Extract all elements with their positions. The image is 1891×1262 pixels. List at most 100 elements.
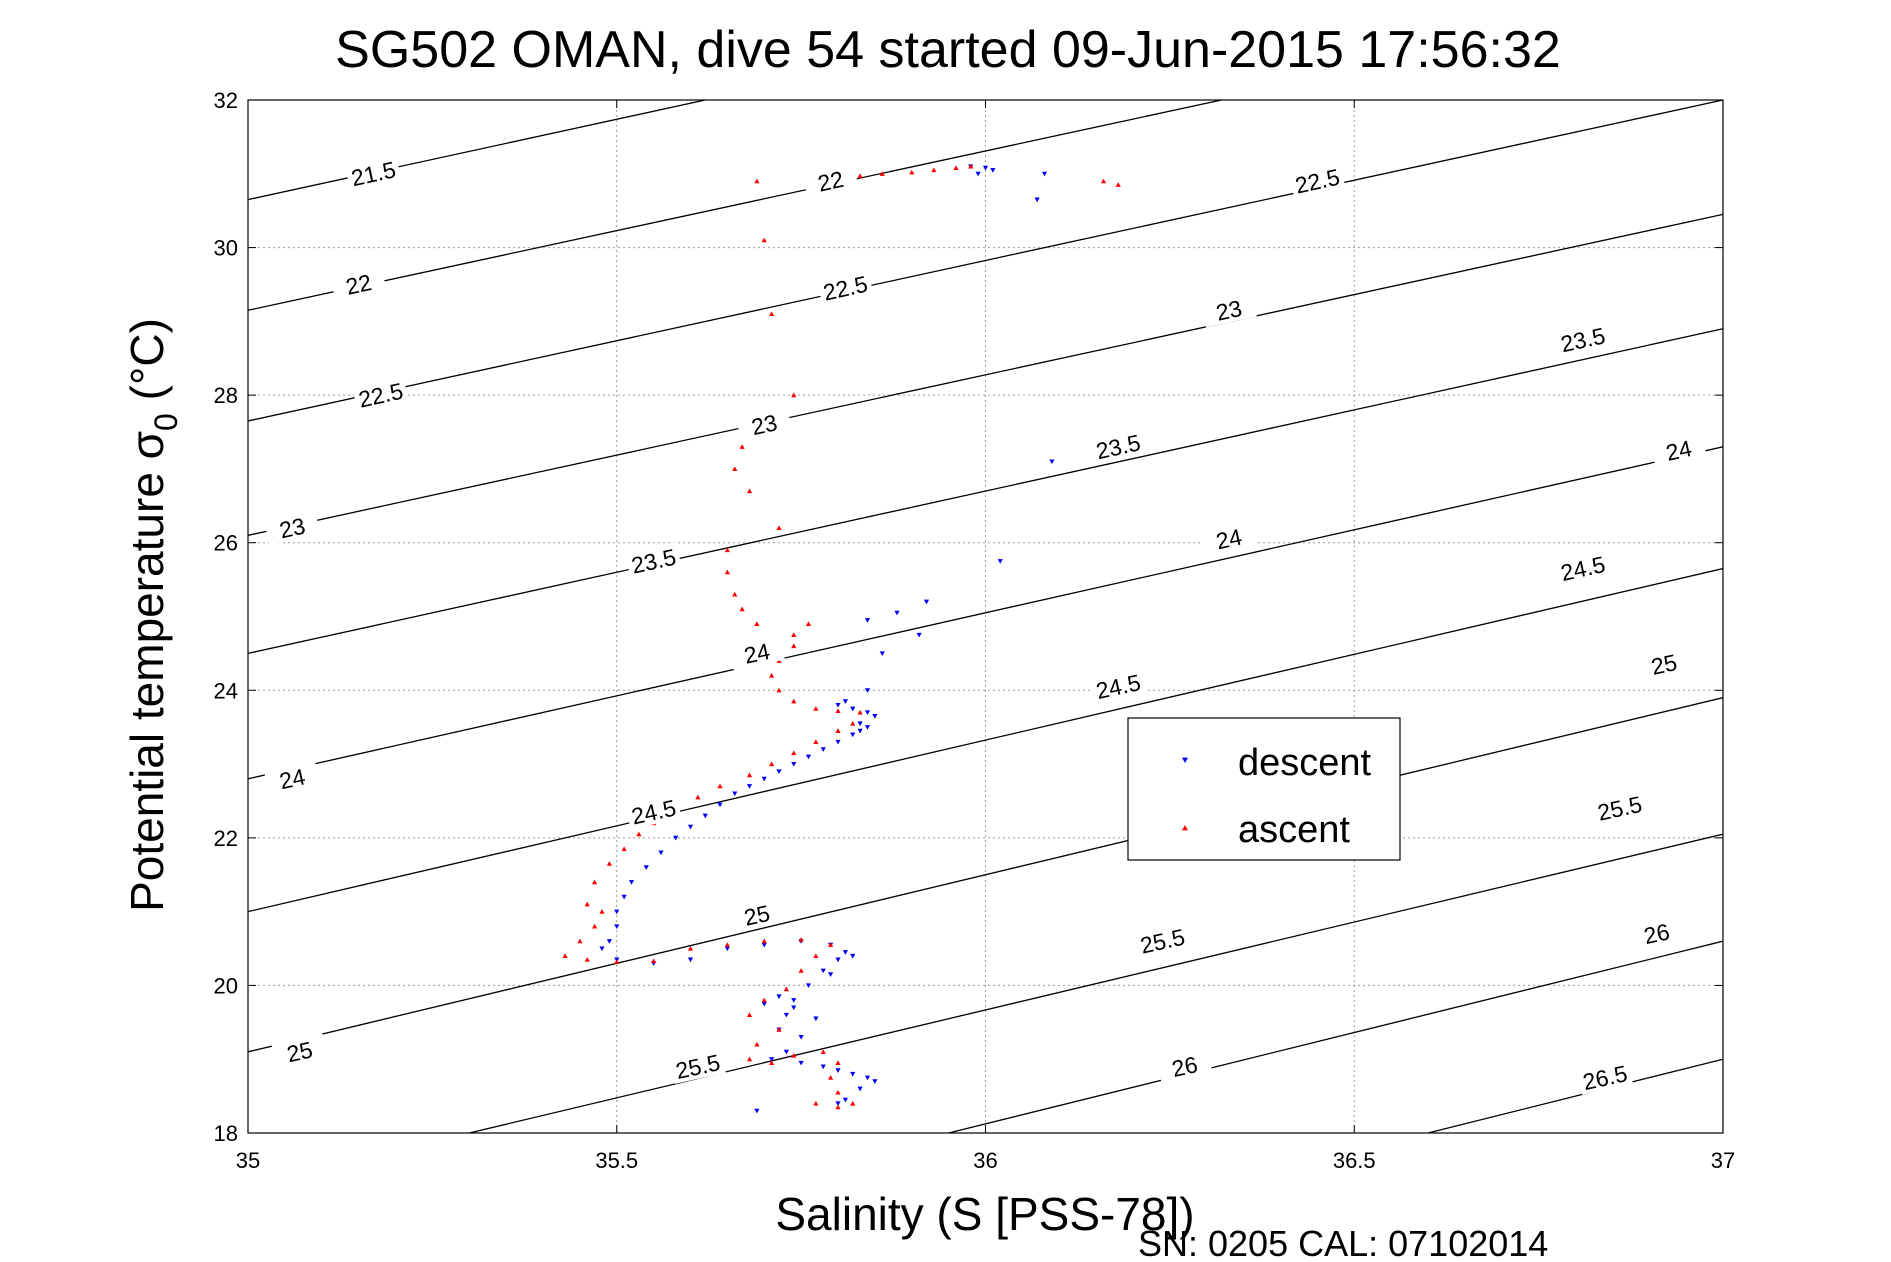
footer-serial-cal: SN: 0205 CAL: 07102014 [1138,1223,1548,1262]
ascent-point [820,1049,826,1054]
y-tick-label: 32 [214,88,238,113]
legend-descent-label: descent [1238,742,1372,784]
descent-point [850,1071,856,1077]
descent-point [761,1001,767,1007]
legend-box [1127,717,1401,861]
ascent-point [724,547,730,553]
ascent-point [835,1060,841,1065]
ascent-point [746,772,753,778]
descent-point [673,835,679,841]
descent-point [872,1079,878,1084]
ascent-point [835,708,841,714]
ascent-point [769,1060,775,1065]
ascent-point [776,687,782,693]
ascent-point [606,861,612,866]
y-tick-label: 28 [214,383,238,408]
contour-23 [248,213,1723,536]
descent-point [643,865,649,870]
contour-label-bg [1156,1047,1213,1084]
ascent-point [592,923,598,929]
descent-point [798,1060,804,1066]
ascent-point [636,831,642,837]
ascent-point [651,958,657,964]
ascent-point [746,488,753,494]
ascent-point [813,706,819,711]
contour-label-bg [1554,549,1611,586]
legend-ascent-label: ascent [1238,809,1350,851]
y-tick-label: 22 [214,826,238,851]
descent-point [1049,459,1055,465]
descent-point [1034,197,1040,203]
y-tick-label: 30 [214,236,238,261]
descent-point [606,939,612,944]
descent-point [783,1012,789,1018]
contour-label-bg [1635,645,1692,682]
contour-label-bg [735,405,793,442]
descent-point [746,784,753,789]
contour-24.5 [248,567,1723,913]
ascent-point [783,986,789,992]
descent-point [850,706,856,712]
ascent-point [850,1100,856,1106]
descent-point [776,769,782,775]
descent-point [990,168,996,173]
contour-26.5 [1427,1058,1723,1133]
ascent-point [754,1041,760,1047]
descent-point [975,171,981,177]
contour-label: 25 [1649,649,1680,680]
descent-point [857,1086,863,1092]
ascent-point [1115,182,1121,187]
legend: descent ascent [1127,717,1401,861]
ascent-point [746,1012,753,1018]
ascent-point [754,621,760,626]
ascent-point [953,165,959,170]
descent-point [835,702,841,708]
descent-point [761,776,767,782]
x-tick-label: 37 [1711,1148,1735,1173]
descent-point [857,721,863,727]
y-axis-label: Potential temperature σ0 (°C) [121,318,184,912]
descent-point [813,1016,819,1022]
contour-label: 24 [1214,524,1245,555]
contour-label-bg [625,792,682,830]
contour-label-bg [352,375,409,413]
descent-point [791,998,797,1003]
descent-point [850,953,856,959]
contour-label-bg [1554,320,1611,358]
contour-label-bg [669,1047,726,1084]
ascent-point [828,942,834,947]
descent-point [850,732,856,738]
descent-point [864,725,871,730]
ascent-point [592,879,598,885]
descent-point [717,802,723,808]
chart-title: SG502 OMAN, dive 54 started 09-Jun-2015 … [335,21,1561,79]
y-tick-label: 18 [214,1121,238,1146]
contour-label-bg [344,154,402,192]
descent-point [864,710,871,716]
ascent-point [813,1100,819,1106]
ascent-point [761,938,767,944]
grid-lines [248,100,1723,1133]
descent-point [599,946,605,952]
descent-point [864,618,871,623]
ascent-point [850,720,856,726]
descent-point [879,651,885,656]
axis-ticks: 35 35.5 36 36.5 37 18 20 22 24 26 28 30 32 [214,88,1736,1173]
ascent-point [791,698,797,704]
contour-22.5 [248,100,1723,422]
contour-label-bg [625,541,682,579]
ascent-point [687,945,694,951]
contour-label-bg [1089,427,1147,465]
descent-point [732,791,738,797]
descent-point [658,850,664,856]
ascent-point [791,632,797,638]
contour-23.5 [248,328,1723,655]
contour-label-bg [330,265,387,302]
ascent-point [791,392,797,398]
contour-label-bg [263,759,321,797]
x-tick-label: 36 [973,1148,997,1173]
descent-point [761,942,767,948]
contour-label-bg [1200,519,1257,557]
descent-point [805,754,812,760]
